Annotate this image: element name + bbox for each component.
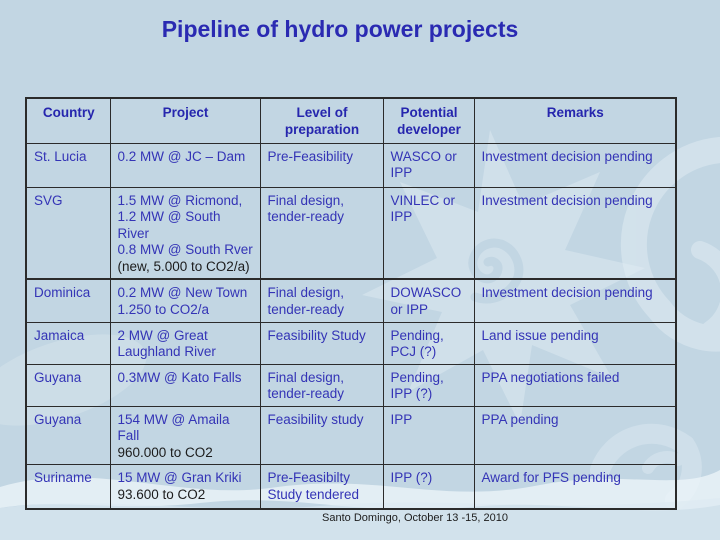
cell-country: Jamaica — [25, 321, 111, 365]
cell-developer: Pending, IPP (?) — [382, 363, 475, 407]
cell-developer: IPP (?) — [382, 464, 475, 509]
column-header-3: Potential developer — [382, 97, 475, 144]
project-line: 154 MW @ Amaila Fall — [117, 411, 230, 444]
project-line: 0.8 MW @ South Rver — [117, 242, 253, 257]
cell-project: 0.3MW @ Kato Falls — [109, 363, 261, 407]
cell-developer: VINLEC or IPP — [382, 186, 475, 280]
table-body: St. Lucia 0.2 MW @ JC – Dam Pre-Feasibilit… — [25, 142, 677, 509]
cell-preparation: Final design, tender-ready — [259, 186, 384, 280]
project-line: 15 MW @ Gran Kriki — [117, 470, 242, 485]
cell-country: St. Lucia — [25, 142, 111, 188]
cell-country: SVG — [25, 186, 111, 280]
cell-project: 154 MW @ Amaila Fall 960.000 to CO2 — [109, 405, 261, 465]
cell-project: 1.5 MW @ Ricmond, 1.2 MW @ South River 0.8… — [109, 186, 261, 280]
cell-project: 0.2 MW @ JC – Dam — [109, 142, 261, 188]
cell-preparation: Pre-Feasibilty Study tendered — [259, 464, 384, 509]
cell-developer: IPP — [382, 405, 475, 465]
project-line: 1.2 MW @ South River — [117, 209, 221, 241]
project-line: 1.5 MW @ Ricmond, — [117, 192, 243, 208]
project-line: 1.250 to CO2/a — [117, 301, 210, 317]
cell-remarks: Investment decision pending — [473, 186, 677, 280]
table-row: Guyana 0.3MW @ Kato Falls Final design, te… — [25, 363, 677, 407]
cell-remarks: Award for PFS pending — [473, 464, 677, 509]
column-header-4: Remarks — [473, 97, 677, 144]
column-header-0: Country — [25, 97, 111, 144]
cell-preparation: Final design, tender-ready — [259, 278, 384, 323]
cell-project: 0.2 MW @ New Town 1.250 to CO2/a — [109, 278, 261, 323]
table-row: Guyana 154 MW @ Amaila Fall 960.000 to CO2… — [25, 405, 677, 465]
table-row: SVG 1.5 MW @ Ricmond, 1.2 MW @ South River… — [25, 186, 677, 280]
project-line: 93.600 to CO2 — [117, 486, 206, 502]
column-header-1: Project — [109, 97, 261, 144]
cell-remarks: Investment decision pending — [473, 142, 677, 188]
table-row: Jamaica 2 MW @ Great Laughland River Feasi… — [25, 321, 677, 365]
project-line: 960.000 to CO2 — [117, 444, 213, 460]
cell-developer: Pending, PCJ (?) — [382, 321, 475, 365]
project-line: 2 MW @ Great Laughland River — [117, 327, 216, 360]
project-line: 0.3MW @ Kato Falls — [117, 369, 242, 385]
cell-country: Suriname — [25, 464, 111, 509]
cell-remarks: Land issue pending — [473, 321, 677, 365]
table-header-row: Country Project Level of preparation Potent… — [25, 97, 677, 144]
footer-text: Santo Domingo, October 13 -15, 2010 — [322, 512, 508, 524]
cell-developer: WASCO or IPP — [382, 142, 475, 188]
table-row: Dominica 0.2 MW @ New Town 1.250 to CO2/a F… — [25, 278, 677, 323]
projects-table: Country Project Level of preparation Potent… — [25, 97, 677, 510]
cell-country: Guyana — [25, 405, 111, 465]
cell-country: Dominica — [25, 278, 111, 323]
slide-title: Pipeline of hydro power projects — [161, 16, 519, 42]
cell-project: 15 MW @ Gran Kriki 93.600 to CO2 — [109, 464, 261, 509]
cell-preparation: Feasibility Study — [259, 321, 384, 365]
cell-remarks: Investment decision pending — [473, 278, 677, 323]
project-line: 0.2 MW @ JC – Dam — [117, 148, 246, 164]
cell-remarks: PPA pending — [473, 405, 677, 465]
table-row: St. Lucia 0.2 MW @ JC – Dam Pre-Feasibilit… — [25, 142, 677, 188]
cell-preparation: Pre-Feasibility — [259, 142, 384, 188]
table-row: Suriname 15 MW @ Gran Kriki 93.600 to CO2 P… — [25, 464, 677, 509]
project-line: (new, 5.000 to CO2/a) — [117, 258, 250, 274]
cell-project: 2 MW @ Great Laughland River — [109, 321, 261, 365]
cell-preparation: Final design, tender-ready — [259, 363, 384, 407]
project-line: 0.2 MW @ New Town — [117, 285, 248, 300]
cell-preparation: Feasibility study — [259, 405, 384, 465]
cell-country: Guyana — [25, 363, 111, 407]
cell-developer: DOWASCO or IPP — [382, 278, 475, 323]
column-header-2: Level of preparation — [259, 97, 384, 144]
cell-remarks: PPA negotiations failed — [473, 363, 677, 407]
